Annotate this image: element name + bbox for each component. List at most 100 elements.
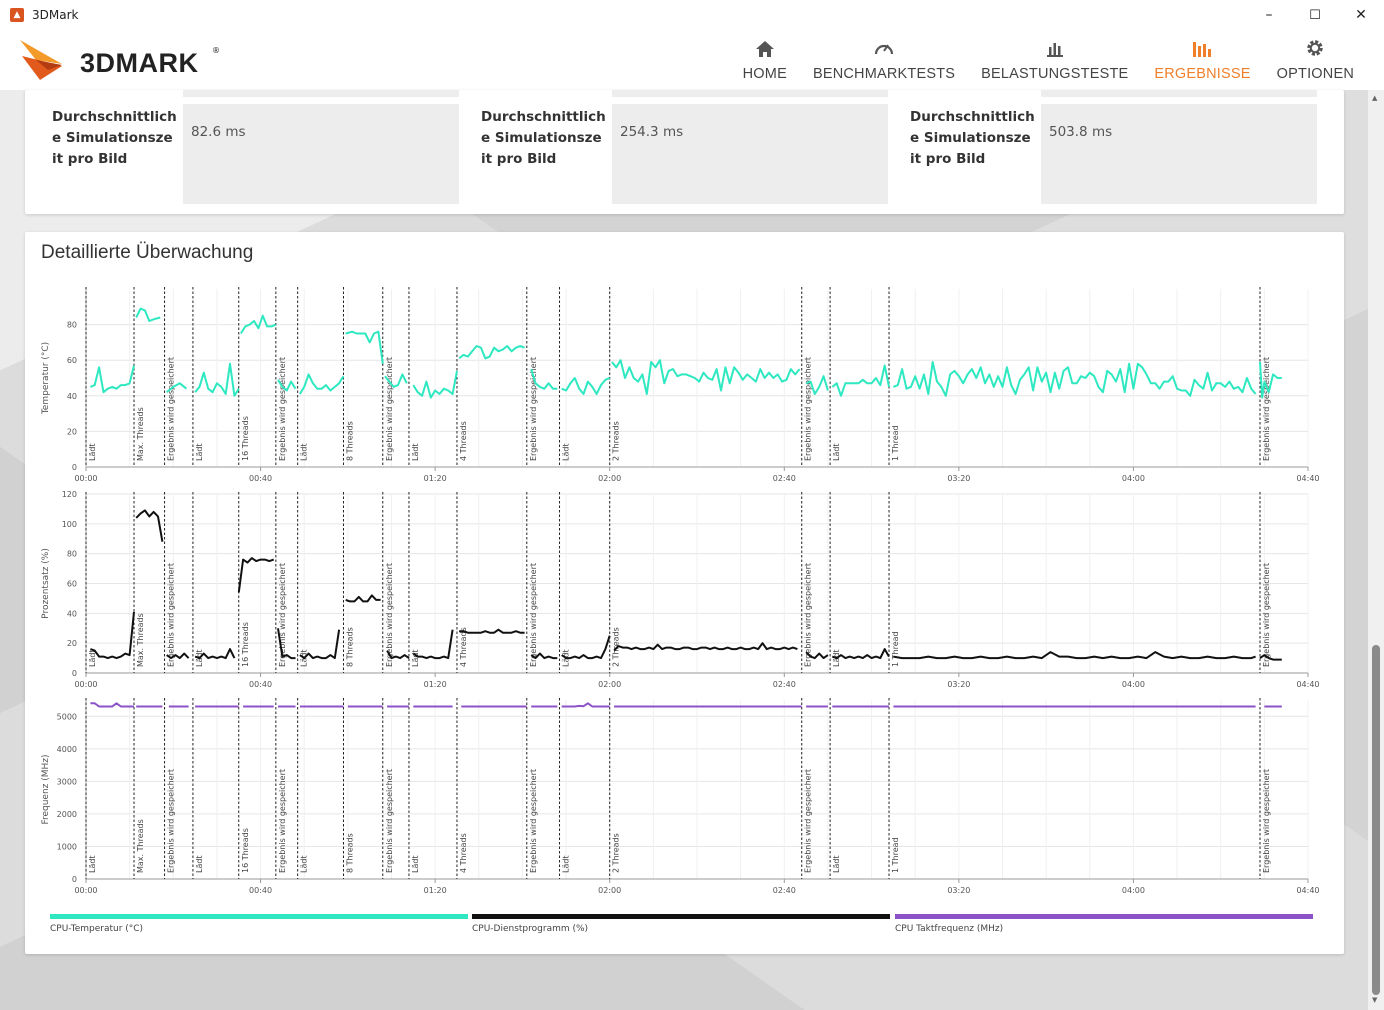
nav-ergebnisse-label: ERGEBNISSE	[1154, 66, 1251, 82]
main-nav: HOME BENCHMARKTESTS BELASTUNGSTESTE ERGE…	[743, 38, 1354, 82]
vertical-scrollbar[interactable]: ▲ ▼	[1368, 90, 1384, 1010]
phase-label: Lädt	[88, 443, 97, 461]
phase-label: Ergebnis wird gespeichert	[804, 563, 813, 667]
phase-label: Ergebnis wird gespeichert	[1262, 769, 1271, 873]
y-tick-label: 0	[72, 463, 77, 472]
phase-label: 16 Threads	[241, 622, 250, 667]
x-tick-label: 00:40	[249, 680, 272, 689]
series-line	[240, 314, 277, 335]
y-tick-label: 0	[72, 875, 77, 884]
phase-label: Ergebnis wird gespeichert	[804, 769, 813, 873]
phase-label: Ergebnis wird gespeichert	[385, 357, 394, 461]
phase-label: Ergebnis wird gespeichert	[167, 357, 176, 461]
results-icon	[1192, 42, 1211, 57]
y-tick-label: 20	[67, 639, 77, 648]
series-line	[613, 642, 798, 652]
phase-label: Max. Threads	[136, 613, 145, 667]
series-line	[135, 307, 161, 322]
nav-belastungsteste[interactable]: BELASTUNGSTESTE	[981, 38, 1128, 82]
y-axis-label: Prozentsatz (%)	[41, 548, 51, 619]
phase-label: Max. Threads	[136, 407, 145, 461]
stat-label: Durchschnittliche Simulationszeit pro Bi…	[910, 109, 1035, 167]
stat-label: Durchschnittliche Simulationszeit pro Bi…	[481, 109, 606, 167]
series-line	[299, 629, 341, 660]
y-axis-label: Temperatur (°C)	[41, 342, 51, 415]
phase-label: Ergebnis wird gespeichert	[167, 563, 176, 667]
y-tick-label: 100	[62, 520, 77, 529]
phase-label: Lädt	[562, 855, 571, 873]
scroll-down-icon[interactable]: ▼	[1372, 996, 1378, 1004]
maximize-button[interactable]: ☐	[1309, 7, 1321, 23]
y-tick-label: 120	[62, 490, 77, 499]
stat-divider	[183, 90, 459, 97]
x-tick-label: 02:40	[773, 680, 796, 689]
phase-label: 1 Thread	[891, 631, 900, 667]
phase-label: 1 Thread	[891, 837, 900, 873]
series-line	[1259, 654, 1282, 661]
nav-home-label: HOME	[742, 66, 787, 82]
x-tick-label: 03:20	[947, 680, 970, 689]
nav-belastungsteste-label: BELASTUNGSTESTE	[981, 66, 1129, 82]
series-line	[345, 330, 384, 364]
series-line	[277, 628, 296, 660]
series-line	[90, 702, 134, 708]
phase-label: 4 Threads	[459, 627, 468, 667]
phase-label: 4 Threads	[459, 421, 468, 461]
stat-value: 503.8 ms	[1049, 124, 1113, 140]
series-line	[194, 648, 236, 660]
phase-label: Lädt	[832, 855, 841, 873]
x-tick-label: 04:00	[1122, 886, 1145, 895]
minimize-button[interactable]: –	[1265, 7, 1273, 23]
x-tick-label: 01:20	[424, 680, 447, 689]
phase-label: Lädt	[562, 443, 571, 461]
series-line	[805, 651, 829, 660]
stats-card: Durchschnittliche Simulationszeit pro Bi…	[25, 90, 1344, 214]
stat-value: 82.6 ms	[191, 124, 246, 140]
y-tick-label: 80	[67, 321, 77, 330]
nav-home[interactable]: HOME	[743, 38, 787, 82]
phase-label: 4 Threads	[459, 833, 468, 873]
phase-label: 8 Threads	[345, 421, 354, 461]
phase-label: Ergebnis wird gespeichert	[278, 563, 287, 667]
logo[interactable]: 3DMARK ®	[18, 36, 228, 86]
series-line	[831, 364, 890, 397]
x-tick-label: 01:20	[424, 474, 447, 483]
nav-ergebnisse[interactable]: ERGEBNISSE	[1154, 38, 1250, 82]
series-line	[459, 628, 525, 634]
series-line	[561, 377, 611, 395]
phase-label: Max. Threads	[136, 819, 145, 873]
close-button[interactable]: ✕	[1355, 7, 1367, 23]
series-line	[530, 652, 558, 660]
phase-label: 2 Threads	[612, 833, 621, 873]
nav-benchmarktests[interactable]: BENCHMARKTESTS	[813, 38, 955, 82]
x-tick-label: 00:40	[249, 886, 272, 895]
y-tick-label: 80	[67, 550, 77, 559]
phase-label: Lädt	[88, 855, 97, 873]
app-icon: ▲	[10, 8, 24, 22]
y-tick-label: 0	[72, 669, 77, 678]
x-tick-label: 00:00	[74, 886, 97, 895]
registered-mark: ®	[212, 46, 220, 55]
series-line	[412, 629, 454, 660]
phase-label: Ergebnis wird gespeichert	[278, 357, 287, 461]
stat-value-box: 254.3 ms	[612, 104, 888, 204]
series-line	[166, 652, 190, 660]
y-tick-label: 40	[67, 392, 77, 401]
y-tick-label: 4000	[57, 745, 77, 754]
stat-value-box: 82.6 ms	[183, 104, 459, 204]
scroll-up-icon[interactable]: ▲	[1372, 94, 1378, 102]
x-tick-label: 04:40	[1296, 886, 1319, 895]
legend-swatch-utility	[472, 914, 890, 919]
series-line	[277, 379, 297, 392]
phase-label: Ergebnis wird gespeichert	[385, 769, 394, 873]
nav-optionen[interactable]: OPTIONEN	[1277, 38, 1354, 82]
series-line	[893, 361, 1257, 397]
phase-label: Ergebnis wird gespeichert	[278, 769, 287, 873]
series-line	[90, 365, 135, 394]
y-tick-label: 40	[67, 609, 77, 618]
scrollbar-thumb[interactable]	[1372, 645, 1380, 995]
gauge-icon	[874, 44, 894, 55]
x-tick-label: 02:00	[598, 474, 621, 483]
x-tick-label: 04:40	[1296, 474, 1319, 483]
series-line	[831, 648, 890, 660]
